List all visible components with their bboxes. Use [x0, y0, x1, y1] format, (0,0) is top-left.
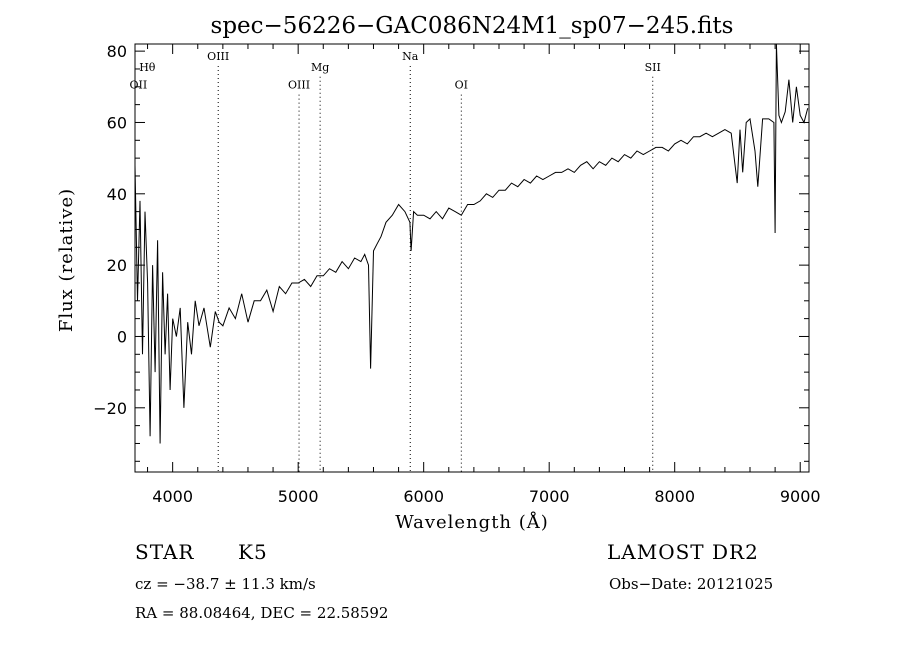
spectral-line-label: OII: [130, 79, 148, 92]
x-tick-label: 4000: [152, 487, 193, 506]
object-type: STAR: [135, 540, 195, 564]
spectral-line-label: OIII: [288, 79, 310, 92]
x-tick-label: 5000: [278, 487, 319, 506]
y-axis-label: Flux (relative): [56, 188, 77, 332]
spectral-line-label: SII: [645, 61, 661, 74]
spectral-line-label: Mg: [311, 61, 329, 74]
x-axis-label: Wavelength (Å): [395, 511, 549, 533]
y-axis: −20 0 20 40 60 80: [93, 42, 809, 462]
observation-date: Obs−Date: 20121025: [609, 575, 774, 593]
y-tick-label: 0: [117, 327, 127, 346]
subclass: K5: [238, 540, 268, 564]
redshift-velocity: cz = −38.7 ± 11.3 km/s: [135, 575, 316, 593]
x-tick-label: 6000: [403, 487, 444, 506]
coordinates: RA = 88.08464, DEC = 22.58592: [135, 604, 389, 622]
spectrum-line: [134, 43, 809, 444]
y-tick-label: −20: [93, 399, 127, 418]
y-tick-label: 60: [107, 113, 127, 132]
x-tick-label: 8000: [654, 487, 695, 506]
survey-name: LAMOST DR2: [607, 540, 759, 564]
spectral-line-label: OIII: [207, 50, 229, 63]
spectral-line-label: Na: [402, 50, 419, 63]
x-axis: 4000 5000 6000 7000 8000 9000: [147, 44, 821, 506]
y-tick-label: 40: [107, 185, 127, 204]
chart-title: spec−56226−GAC086N24M1_sp07−245.fits: [211, 13, 734, 39]
x-tick-label: 7000: [529, 487, 570, 506]
y-tick-label: 20: [107, 256, 127, 275]
x-tick-label: 9000: [780, 487, 821, 506]
spectral-line-label: Hθ: [139, 61, 156, 74]
spectral-line-label: OI: [455, 79, 468, 92]
plot-frame: [134, 43, 810, 473]
y-tick-label: 80: [107, 42, 127, 61]
